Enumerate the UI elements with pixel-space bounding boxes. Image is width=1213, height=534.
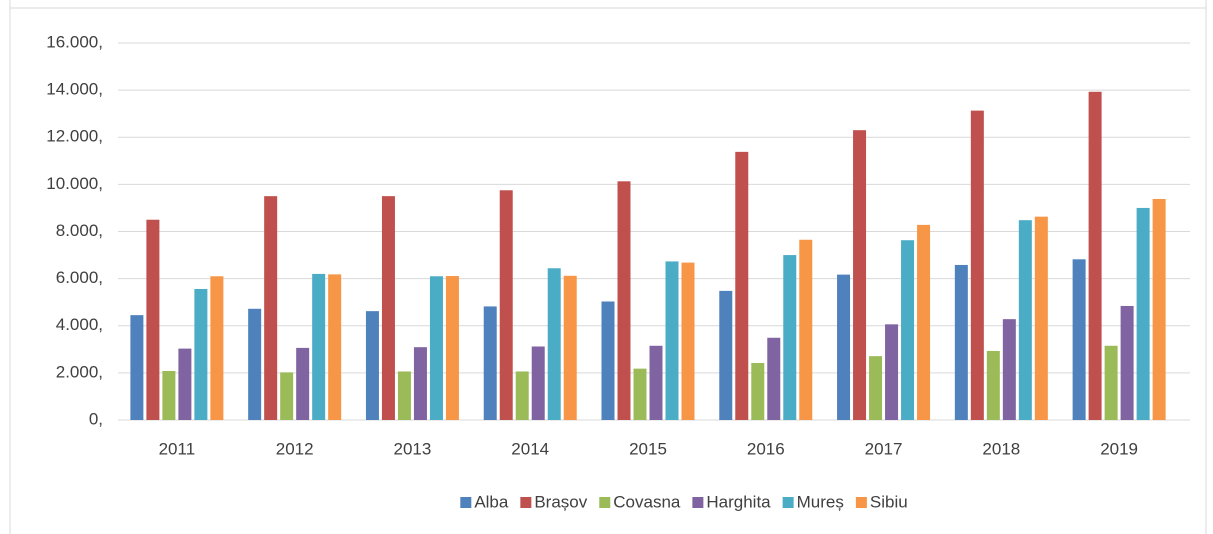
legend-label: Mureș [797, 492, 844, 511]
bar [681, 262, 695, 420]
x-tick-label: 2012 [276, 439, 314, 458]
bar [970, 110, 984, 420]
bar [1104, 345, 1118, 420]
bar [280, 372, 294, 420]
legend-label: Alba [474, 492, 509, 511]
bar [264, 196, 278, 420]
y-tick-label: 0, [89, 409, 103, 428]
bar [735, 151, 749, 420]
x-tick-label: 2018 [982, 439, 1020, 458]
legend-swatch [520, 497, 532, 508]
bar [783, 255, 797, 420]
y-tick-label: 12.000, [46, 127, 103, 146]
x-tick-label: 2011 [159, 439, 196, 458]
bar [1002, 319, 1016, 420]
bar [1018, 220, 1032, 420]
bar [162, 370, 176, 420]
x-tick-label: 2017 [865, 439, 903, 458]
x-tick-label: 2016 [747, 439, 785, 458]
legend-swatch [782, 497, 794, 508]
bar [563, 275, 577, 420]
bar [1088, 91, 1102, 420]
y-tick-label: 10.000, [46, 174, 103, 193]
bar [1034, 216, 1048, 420]
bar [1072, 259, 1086, 420]
bar [601, 301, 615, 420]
bar [130, 315, 144, 420]
bar [531, 346, 545, 420]
bar [365, 311, 379, 420]
bar [751, 362, 765, 420]
y-tick-label: 16.000, [46, 32, 103, 51]
bar [799, 239, 813, 420]
bar [837, 274, 851, 420]
x-tick-label: 2013 [394, 439, 432, 458]
y-tick-label: 6.000, [56, 268, 103, 287]
bar [397, 371, 411, 420]
bar [178, 348, 192, 420]
bar [445, 276, 459, 420]
bar [869, 356, 883, 420]
bar [312, 273, 326, 420]
bar [328, 274, 342, 420]
y-tick-label: 8.000, [56, 221, 103, 240]
bar [429, 276, 443, 420]
bar [901, 240, 915, 420]
bar [986, 350, 1000, 420]
bar [248, 308, 262, 420]
bar [515, 371, 529, 420]
y-tick-label: 14.000, [46, 80, 103, 99]
y-tick-label: 2.000, [56, 362, 103, 381]
bar [146, 219, 160, 420]
legend-swatch [692, 497, 704, 508]
bar [210, 276, 224, 420]
bar [296, 347, 310, 420]
bar [1152, 198, 1166, 420]
bar [767, 337, 781, 420]
legend-swatch [599, 497, 611, 508]
bar [1120, 305, 1134, 420]
bar [649, 345, 663, 420]
legend-swatch [855, 497, 867, 508]
legend-label: Harghita [706, 492, 771, 511]
bar [719, 290, 733, 420]
bar [633, 368, 647, 420]
bar [194, 288, 208, 420]
y-tick-label: 4.000, [56, 315, 103, 334]
legend-swatch [460, 497, 472, 508]
legend-label: Sibiu [870, 492, 908, 511]
bar [381, 196, 395, 420]
bar [853, 130, 867, 420]
legend-label: Covasna [613, 492, 681, 511]
legend-label: Brașov [534, 492, 587, 511]
bar [885, 324, 899, 420]
x-tick-label: 2014 [511, 439, 549, 458]
bar [665, 261, 679, 420]
bar [499, 190, 513, 420]
bar [413, 347, 427, 420]
bar [547, 268, 561, 420]
bar [1136, 207, 1150, 420]
x-tick-label: 2015 [629, 439, 667, 458]
bar [617, 181, 631, 420]
bar [483, 306, 497, 420]
bar [917, 224, 931, 420]
bar [954, 264, 968, 420]
x-tick-label: 2019 [1100, 439, 1138, 458]
